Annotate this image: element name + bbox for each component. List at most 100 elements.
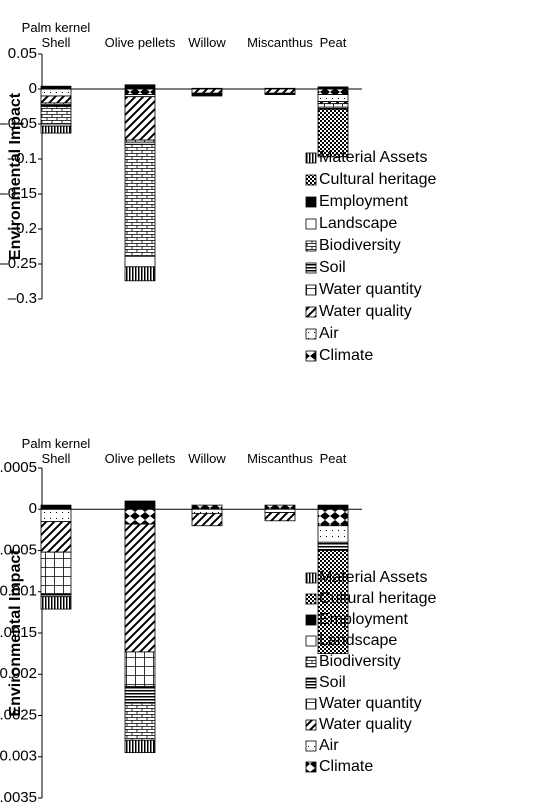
y-tick-label: –0.05 (0, 115, 37, 132)
legend-swatch (305, 218, 317, 230)
y-tick-label: 0.0005 (0, 459, 37, 476)
legend-swatch (305, 152, 317, 164)
bar-segment (124, 84, 156, 90)
legend-label: Climate (319, 347, 373, 364)
legend-swatch (305, 614, 317, 626)
x-tick-label: Miscanthus (247, 35, 313, 50)
bar-segment (191, 512, 223, 527)
bar-segment (124, 266, 156, 282)
bar-segment (317, 550, 349, 655)
legend-label: Landscape (319, 632, 397, 649)
bar-segment (124, 88, 156, 95)
legend-swatch (305, 240, 317, 252)
category-label-box: Miscanthus (247, 35, 313, 50)
bar-segment (264, 88, 296, 94)
legend-label: Water quality (319, 716, 412, 733)
y-tick-label: –0.15 (0, 185, 37, 202)
y-axis-label: Environmental Impact (7, 549, 24, 717)
legend-swatch (305, 635, 317, 647)
legend-label: Cultural heritage (319, 171, 437, 188)
bar-segment (191, 504, 223, 510)
bar-segment (124, 255, 156, 268)
x-tick-label: Olive pellets (104, 451, 176, 466)
x-tick-label: Palm kernel Shell (21, 436, 91, 466)
legend-swatch (305, 572, 317, 584)
legend-label: Water quality (319, 303, 412, 320)
category-label-box: Peat (320, 35, 347, 50)
legend-swatch (305, 306, 317, 318)
bar-segment (317, 103, 349, 108)
bar-segment (40, 521, 72, 553)
legend-swatch (305, 174, 317, 186)
category-label-box: Palm kernel Shell (21, 20, 91, 50)
legend-swatch (305, 328, 317, 340)
y-tick-label: –0.0035 (0, 789, 37, 805)
bar-segment (40, 593, 72, 598)
x-tick-label: Peat (319, 451, 347, 466)
legend-label: Employment (319, 611, 408, 628)
bar-segment (40, 551, 72, 594)
y-tick-label: –0.1 (8, 150, 37, 167)
bar-segment (40, 504, 72, 510)
y-tick-label: –0.2 (8, 220, 37, 237)
legend-label: Material Assets (319, 149, 427, 166)
y-tick-label: –0.25 (0, 255, 37, 272)
legend-label: Water quantity (319, 695, 422, 712)
y-tick-label: –0.0015 (0, 624, 37, 641)
bar-segment (264, 504, 296, 510)
bar-segment (40, 88, 72, 97)
category-label-box: Willow (188, 451, 226, 466)
legend-swatch (305, 284, 317, 296)
category-label-box: Olive pellets (104, 451, 176, 466)
legend-swatch (305, 262, 317, 274)
bar-segment (191, 92, 223, 97)
bar-segment (264, 508, 296, 513)
legend-label: Biodiversity (319, 653, 401, 670)
bar-segment (317, 108, 349, 158)
y-axis-label: Environmental Impact (7, 92, 24, 260)
y-tick-label: –0.3 (8, 290, 37, 307)
y-tick-label: –0.0005 (0, 541, 37, 558)
legend-label: Air (319, 737, 339, 754)
legend-label: Climate (319, 758, 373, 775)
y-tick-label: –0.0025 (0, 706, 37, 723)
category-label-box: Peat (319, 451, 347, 466)
bar-segment (317, 88, 349, 95)
legend-label: Soil (319, 259, 346, 276)
bar-segment (317, 504, 349, 510)
y-tick-label: 0.05 (8, 45, 37, 62)
legend-swatch (305, 677, 317, 689)
x-tick-label: Palm kernel Shell (21, 20, 91, 50)
legend-swatch (305, 740, 317, 752)
legend-label: Employment (319, 193, 408, 210)
bar-segment (40, 596, 72, 610)
bar-segment (317, 508, 349, 527)
bar-segment (317, 94, 349, 102)
bar-segment (317, 541, 349, 551)
bar-segment (124, 523, 156, 653)
bar-segment (124, 508, 156, 525)
legend-swatch (305, 350, 317, 362)
category-label-box: Willow (188, 35, 226, 50)
legend-swatch (305, 593, 317, 605)
legend-label: Soil (319, 674, 346, 691)
bar-segment (124, 96, 156, 141)
bar-segment (317, 86, 349, 90)
category-label-box: Miscanthus (247, 451, 313, 466)
bar-segment (40, 125, 72, 134)
bar-segment (40, 508, 72, 523)
legend-swatch (305, 698, 317, 710)
bar-segment (317, 525, 349, 543)
legend-label: Water quantity (319, 281, 422, 298)
y-tick-label: 0 (29, 80, 37, 97)
bar-segment (191, 508, 223, 514)
bar-segment (124, 686, 156, 704)
legend-swatch (305, 656, 317, 668)
legend-label: Material Assets (319, 569, 427, 586)
bar-segment (124, 500, 156, 510)
bar-segment (124, 651, 156, 688)
bar-segment (191, 88, 223, 94)
y-tick-label: –0.002 (0, 665, 37, 682)
legend-swatch (305, 719, 317, 731)
bar-segment (40, 106, 72, 125)
